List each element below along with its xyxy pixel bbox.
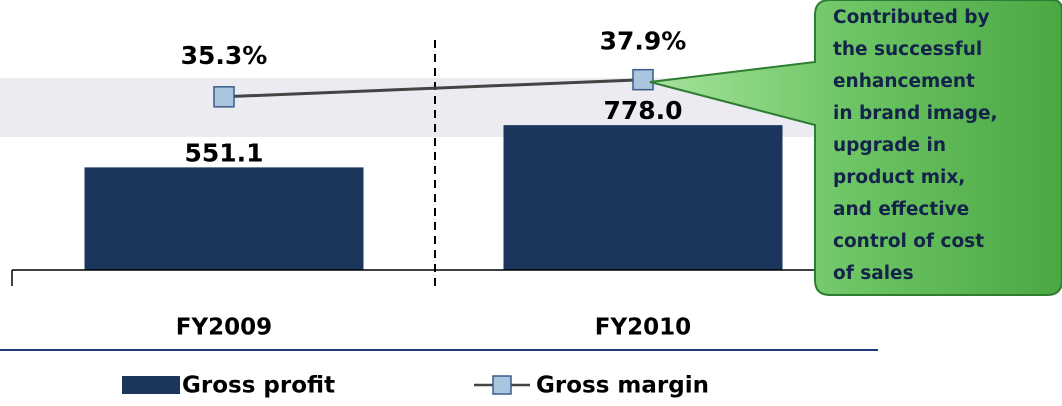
- legend-swatch: [122, 376, 180, 394]
- marker: [632, 68, 654, 91]
- callout-line: product mix,: [833, 167, 965, 188]
- callout-line: of sales: [833, 263, 914, 284]
- callout: [649, 0, 1062, 296]
- x-tick-label: FY2010: [595, 315, 691, 341]
- legend-label: Gross profit: [182, 373, 335, 399]
- bar: [503, 125, 783, 270]
- data-label: 778.0: [603, 96, 682, 125]
- callout-text: Contributed by the successful enhancement i…: [833, 7, 998, 284]
- marker: [213, 86, 235, 108]
- callout-line: in brand image,: [833, 103, 998, 124]
- legend-marker: [492, 375, 512, 395]
- line: [223, 78, 644, 99]
- callout-line: Contributed by: [833, 7, 990, 28]
- bar: [84, 167, 364, 270]
- data-label: 35.3%: [181, 41, 268, 70]
- plot: FY2009 FY2010 551.1 778.0 35.3% 37.9%: [84, 27, 783, 341]
- legend: Gross profit Gross margin: [122, 373, 709, 399]
- callout-line: upgrade in: [833, 135, 946, 156]
- callout-line: control of cost: [833, 231, 984, 252]
- data-label: 551.1: [184, 138, 263, 167]
- x-tick-label: FY2009: [176, 315, 272, 341]
- data-label: 37.9%: [600, 27, 687, 56]
- legend-label: Gross margin: [536, 373, 709, 399]
- callout-line: and effective: [833, 199, 969, 220]
- callout-line: enhancement: [833, 71, 975, 92]
- callout-line: the successful: [833, 39, 982, 60]
